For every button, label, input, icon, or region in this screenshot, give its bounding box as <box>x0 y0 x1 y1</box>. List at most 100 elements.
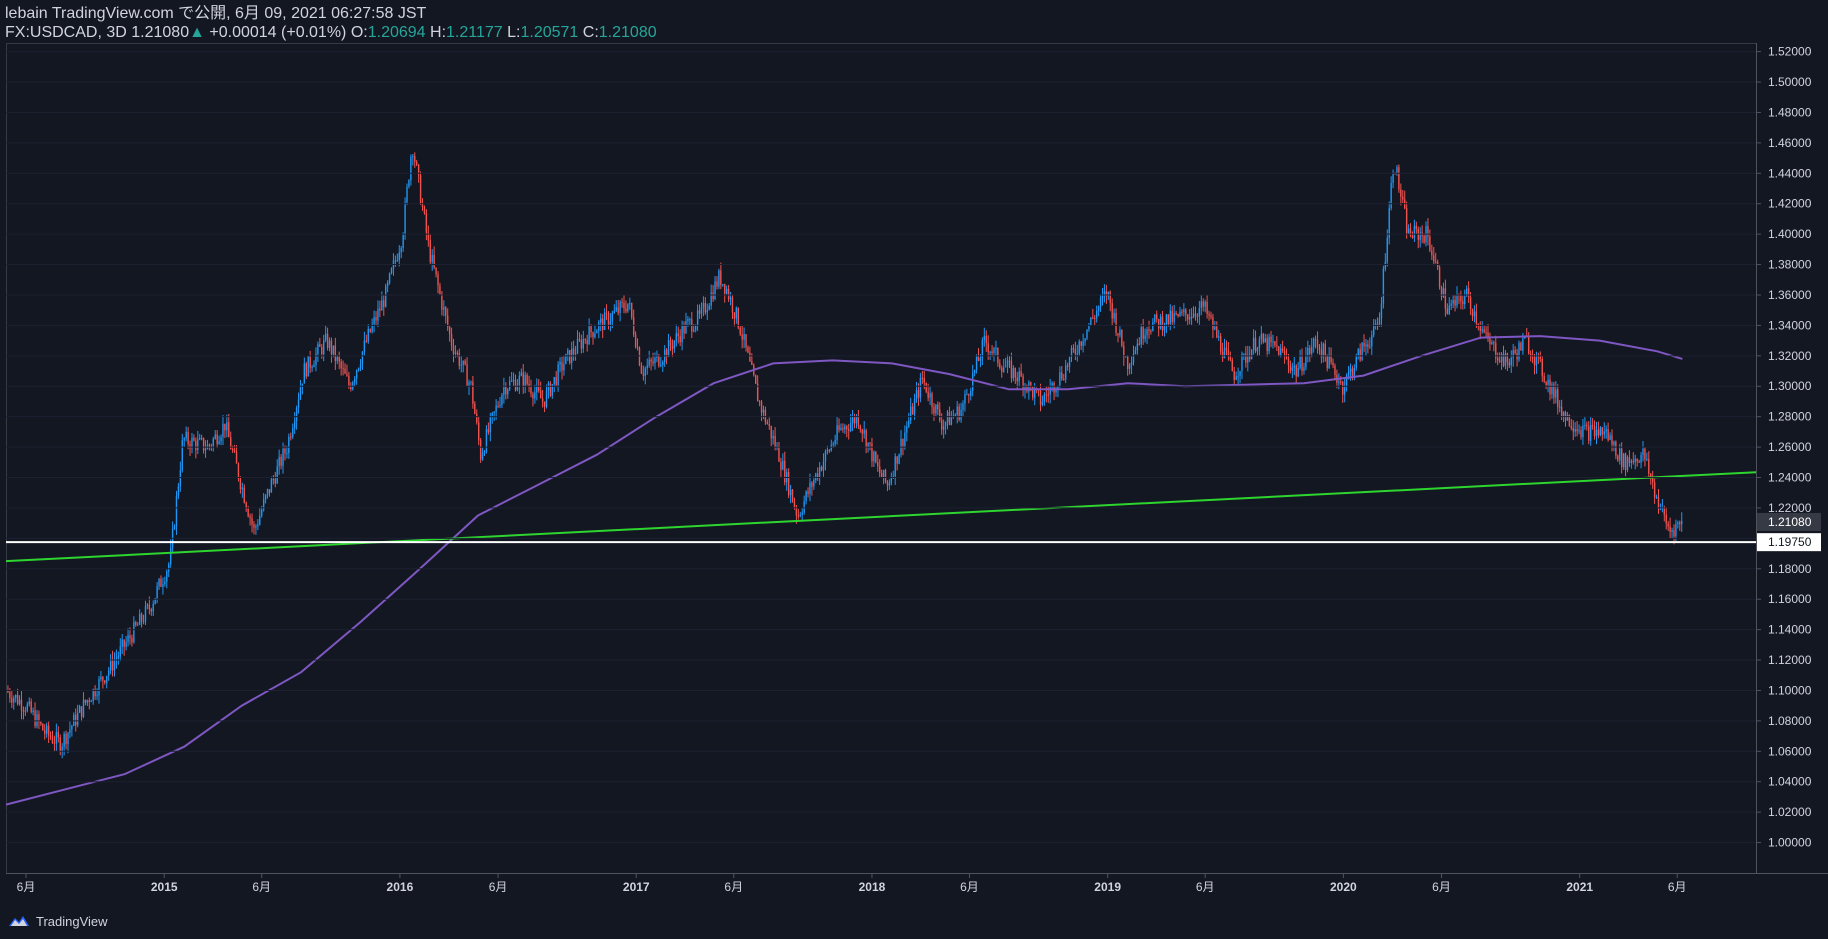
candle-body <box>1634 458 1636 463</box>
candle-body <box>1373 324 1375 336</box>
candle-body <box>437 274 439 286</box>
candle-body <box>865 429 867 448</box>
candle-body <box>646 365 648 369</box>
candle-body <box>520 372 523 376</box>
candle-body <box>857 415 860 426</box>
candle-body <box>1539 355 1542 359</box>
candle-body <box>811 482 813 487</box>
candle-body <box>1638 461 1640 463</box>
footer-brand[interactable]: TradingView <box>8 910 108 932</box>
price-axis[interactable]: 1.52000 1.50000 1.48000 1.46000 1.44000 1.420… <box>6 45 1812 850</box>
price-tick-label: 1.38000 <box>1768 258 1812 272</box>
candle-body <box>524 374 526 386</box>
price-tick-label: 1.32000 <box>1768 349 1812 363</box>
candle-body <box>402 234 404 248</box>
candle-body <box>1179 311 1181 316</box>
candle-body <box>1080 341 1082 346</box>
candle-body <box>1595 429 1598 437</box>
candle-body <box>1371 335 1373 347</box>
candle-body <box>863 429 865 434</box>
price-tick-label: 1.40000 <box>1768 227 1812 241</box>
candle-body <box>565 354 567 365</box>
candle-body <box>995 348 997 350</box>
candle-body <box>481 453 484 460</box>
symbol-label[interactable]: FX:USDCAD, 3D <box>5 24 127 41</box>
candle-body <box>146 604 149 607</box>
candle-body <box>1340 381 1342 383</box>
candle-body <box>543 401 546 407</box>
candle-body <box>1675 524 1677 537</box>
candle-body <box>212 438 214 447</box>
candle-body <box>1481 329 1483 331</box>
open-label: O: <box>350 24 368 41</box>
candle-body <box>1154 314 1156 322</box>
candle-body <box>1061 372 1063 380</box>
candle-body <box>1547 379 1549 386</box>
candle-body <box>305 363 307 377</box>
candle-body <box>1673 530 1675 537</box>
candle-body <box>834 439 836 444</box>
candle-body <box>1250 349 1253 360</box>
candle-body <box>1405 208 1408 234</box>
candle-body <box>468 382 470 387</box>
candle-body <box>1095 310 1098 319</box>
candle-body <box>264 494 267 500</box>
candle-body <box>1365 344 1367 347</box>
candle-body <box>1520 342 1522 351</box>
candle-body <box>880 473 883 477</box>
candle-body <box>1262 333 1264 343</box>
candle-body <box>1117 333 1119 336</box>
candle-body <box>160 578 162 587</box>
candle-body <box>189 444 191 449</box>
candle-body <box>1274 341 1276 346</box>
candle-body <box>1297 367 1299 377</box>
price-tick-label: 1.16000 <box>1768 592 1812 606</box>
candle-body <box>879 466 881 474</box>
candle-body <box>301 383 304 388</box>
candle-body <box>601 318 604 330</box>
candle-body <box>1123 345 1125 358</box>
candle-body <box>561 362 563 371</box>
candle-body <box>625 308 627 312</box>
candle-body <box>1609 435 1611 440</box>
candle-body <box>1177 313 1179 316</box>
candle-body <box>1136 343 1139 351</box>
price-tick-label: 1.34000 <box>1768 318 1812 332</box>
drawings-layer[interactable] <box>5 471 1757 563</box>
candle-body <box>1562 411 1565 417</box>
candle-body <box>795 507 798 516</box>
candle-body <box>1320 349 1323 358</box>
candle-body <box>90 701 92 703</box>
candle-body <box>892 476 894 478</box>
candle-body <box>846 426 848 430</box>
candle-body <box>888 483 891 486</box>
candle-body <box>950 416 953 425</box>
candle-body <box>764 409 767 423</box>
candle-body <box>80 706 83 717</box>
candle-body <box>510 380 513 382</box>
candle-body <box>423 206 426 214</box>
candle-body <box>1407 228 1410 234</box>
candle-body <box>476 413 478 423</box>
candle-body <box>884 470 887 482</box>
trendline[interactable] <box>5 471 1757 563</box>
time-axis[interactable]: 6月 2015 6月 2016 6月 2017 6月 2018 6月 2019 6月 2020 6月 20… <box>17 873 1687 894</box>
candle-body <box>696 310 699 326</box>
candle-body <box>960 409 962 420</box>
candle-body <box>1448 305 1450 314</box>
candle-body <box>530 386 532 395</box>
candle-body <box>1681 521 1683 525</box>
candle-body <box>954 414 956 416</box>
candle-body <box>768 423 770 426</box>
candle-body <box>799 514 801 516</box>
candle-body <box>464 360 466 365</box>
candle-body <box>1636 458 1638 462</box>
candle-body <box>729 297 732 300</box>
candle-body <box>396 260 399 262</box>
candle-body <box>999 363 1001 368</box>
candle-body <box>658 354 660 367</box>
candle-body <box>400 247 402 253</box>
candle-body <box>109 659 112 671</box>
candle-body <box>1613 441 1615 445</box>
